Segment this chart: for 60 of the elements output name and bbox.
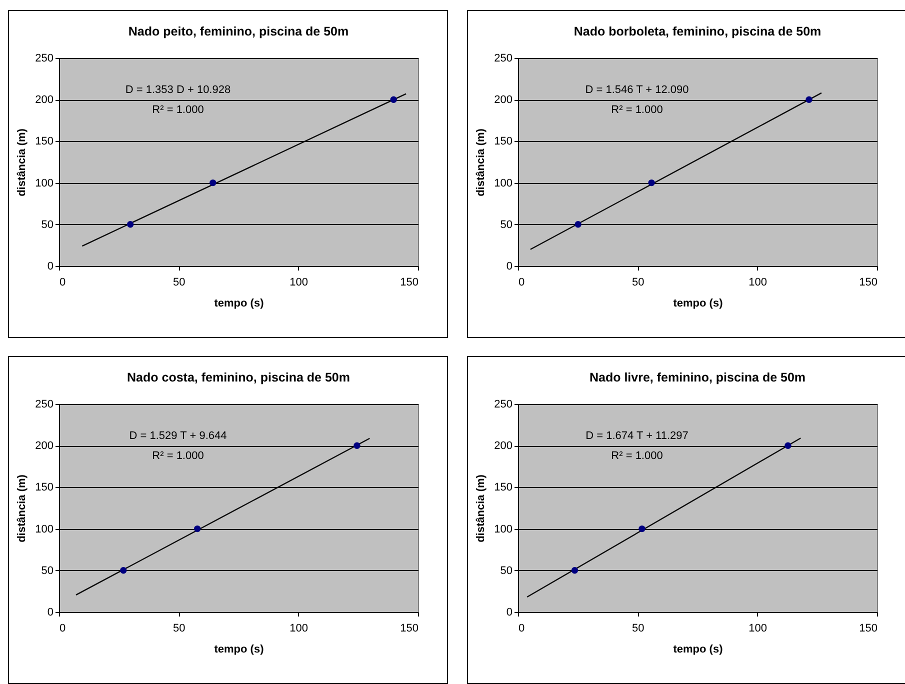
y-axis-title: distância (m)	[16, 128, 28, 196]
x-tick-label: 50	[632, 622, 644, 634]
annotation: D = 1.529 T + 9.644	[129, 430, 227, 442]
annotation: R² = 1.000	[611, 104, 663, 116]
x-axis-title: tempo (s)	[214, 298, 264, 310]
y-tick-label: 250	[35, 52, 54, 64]
x-tick-label: 50	[173, 276, 186, 288]
x-tick-label: 150	[859, 276, 878, 288]
annotation: R² = 1.000	[152, 450, 204, 462]
y-tick-label: 150	[494, 482, 512, 494]
x-tick-label: 150	[400, 622, 418, 634]
y-tick-label: 200	[35, 94, 54, 106]
x-tick-label: 100	[748, 622, 768, 634]
annotation: R² = 1.000	[611, 450, 663, 462]
chart-title: Nado livre, feminino, piscina de 50m	[589, 370, 806, 384]
x-tick-label: 100	[290, 622, 308, 634]
y-tick-label: 50	[41, 564, 54, 577]
y-tick-label: 200	[494, 94, 512, 106]
y-tick-label: 150	[35, 482, 54, 494]
y-axis-title: distância (m)	[475, 474, 488, 542]
x-tick-label: 100	[748, 276, 768, 288]
x-tick-label: 0	[60, 622, 66, 634]
x-tick-label: 100	[290, 276, 308, 288]
y-tick-label: 250	[494, 52, 512, 64]
y-tick-label: 250	[494, 398, 512, 410]
chart-title: Nado peito, feminino, piscina de 50m	[128, 24, 349, 38]
y-tick-label: 150	[494, 136, 512, 148]
x-tick-label: 0	[518, 276, 525, 288]
x-axis-title: tempo (s)	[673, 644, 724, 656]
x-axis-title: tempo (s)	[673, 298, 724, 310]
y-tick-label: 100	[494, 177, 512, 190]
chart-title: Nado costa, feminino, piscina de 50m	[127, 370, 350, 384]
annotation: D = 1.674 T + 11.297	[586, 430, 688, 442]
y-tick-label: 0	[506, 260, 512, 272]
x-tick-label: 150	[859, 622, 878, 634]
x-tick-label: 50	[632, 276, 644, 288]
y-tick-label: 100	[494, 523, 512, 536]
y-tick-label: 250	[35, 398, 54, 410]
x-tick-label: 0	[60, 276, 66, 288]
y-tick-label: 0	[47, 260, 54, 272]
annotation: R² = 1.000	[152, 104, 204, 116]
y-tick-label: 100	[35, 523, 54, 536]
x-tick-label: 50	[173, 622, 186, 634]
y-tick-label: 200	[494, 440, 512, 452]
y-tick-label: 150	[35, 136, 54, 148]
y-axis-title: distância (m)	[475, 128, 488, 196]
y-tick-label: 200	[35, 440, 54, 452]
annotation: D = 1.353 D + 10.928	[125, 84, 231, 96]
y-tick-label: 50	[41, 218, 54, 231]
y-tick-label: 100	[35, 177, 54, 190]
y-axis-title: distância (m)	[16, 474, 28, 542]
x-tick-label: 150	[400, 276, 418, 288]
chart-title: Nado borboleta, feminino, piscina de 50m	[574, 24, 822, 38]
y-tick-label: 0	[47, 606, 54, 618]
y-tick-label: 0	[506, 606, 512, 618]
y-tick-label: 50	[500, 218, 512, 231]
x-tick-label: 0	[518, 622, 525, 634]
y-tick-label: 50	[500, 564, 512, 577]
annotation: D = 1.546 T + 12.090	[585, 84, 689, 96]
x-axis-title: tempo (s)	[214, 644, 264, 656]
